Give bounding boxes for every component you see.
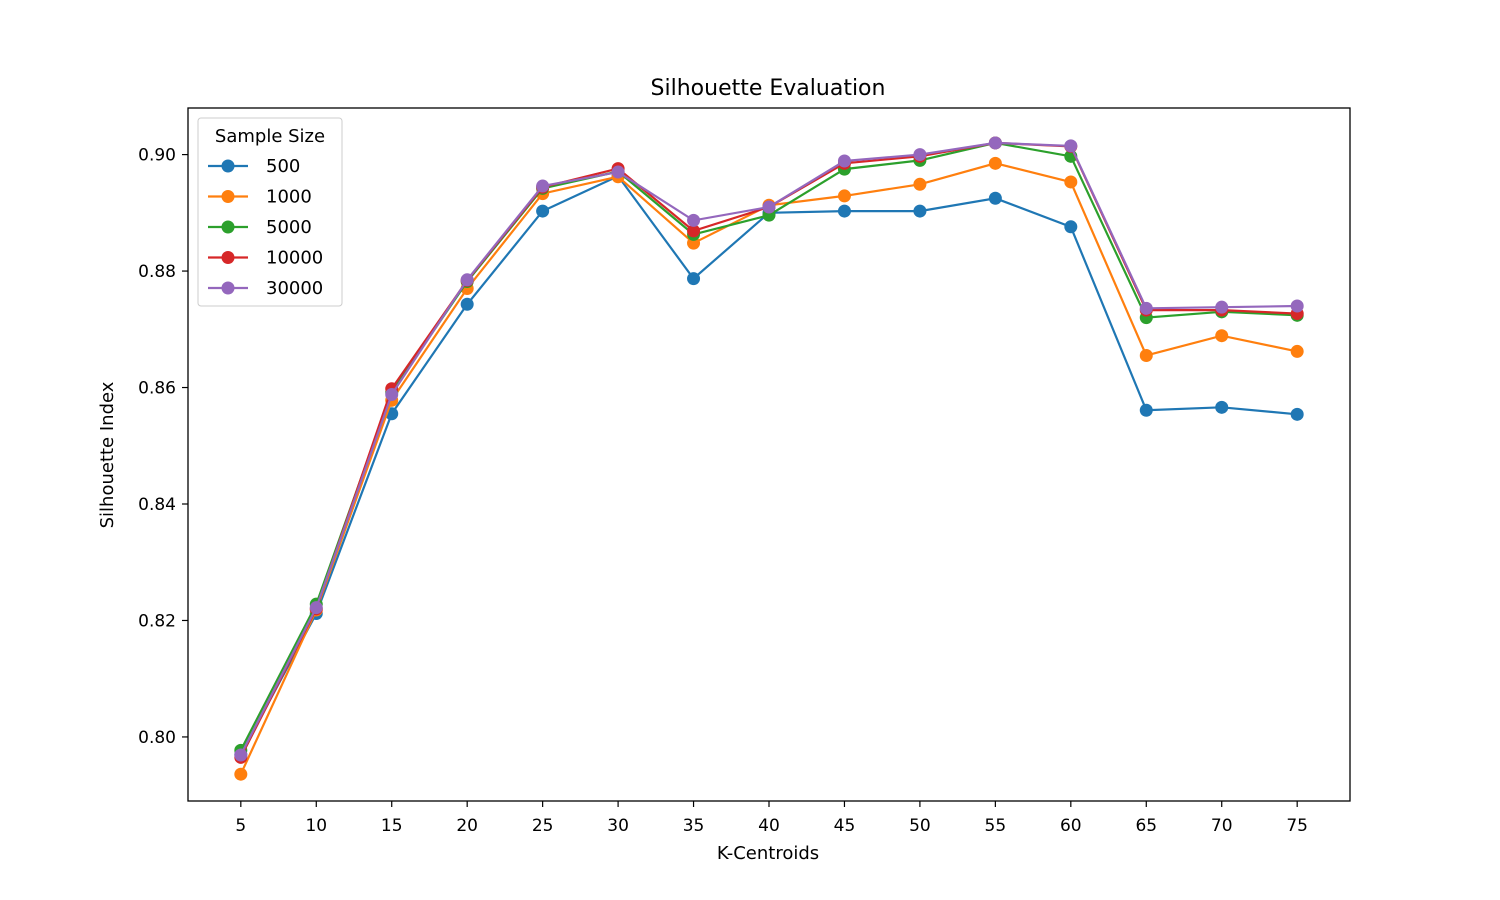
series-1000 (234, 156, 1304, 781)
data-point-1000-65 (1139, 349, 1153, 362)
x-tick-label-60: 60 (1060, 816, 1082, 836)
data-point-30000-65 (1139, 301, 1153, 315)
series-line-10000 (239, 141, 1298, 758)
legend-marker-500 (221, 159, 235, 173)
legend-label-30000: 30000 (266, 278, 323, 299)
data-point-30000-10 (309, 601, 323, 615)
legend-item-1000: 1000 (208, 187, 312, 208)
legend-marker-30000 (221, 281, 235, 295)
data-point-1000-70 (1215, 329, 1229, 343)
x-tick-label-25: 25 (532, 816, 554, 836)
data-point-1000-75 (1290, 344, 1304, 358)
y-tick-label-0.90: 0.90 (138, 146, 176, 166)
data-point-500-45 (837, 204, 851, 218)
x-tick-label-70: 70 (1211, 816, 1233, 836)
x-tick-label-40: 40 (758, 816, 780, 836)
y-axis-label: Silhouette Index (97, 381, 118, 528)
x-tick-label-50: 50 (909, 816, 931, 836)
x-tick-label-5: 5 (235, 816, 246, 836)
y-tick-label-0.86: 0.86 (138, 379, 176, 399)
data-point-30000-70 (1215, 300, 1229, 314)
data-point-500-55 (988, 191, 1002, 205)
data-point-30000-5 (234, 748, 248, 762)
data-point-30000-30 (611, 165, 625, 179)
data-point-1000-45 (837, 189, 851, 203)
series-5000 (234, 136, 1304, 757)
legend-marker-1000 (221, 190, 235, 203)
legend-item-10000: 10000 (208, 248, 323, 269)
chart-title: Silhouette Evaluation (651, 76, 886, 101)
x-tick-label-55: 55 (985, 816, 1007, 836)
legend-title: Sample Size (215, 126, 325, 147)
data-point-30000-40 (762, 200, 776, 214)
series-500 (234, 169, 1304, 761)
legend-label-10000: 10000 (266, 248, 323, 269)
y-tick-label-0.80: 0.80 (138, 728, 176, 748)
legend-item-5000: 5000 (208, 217, 312, 238)
data-point-30000-20 (460, 273, 474, 287)
data-point-500-60 (1064, 220, 1078, 234)
x-tick-label-45: 45 (834, 816, 856, 836)
data-point-30000-75 (1290, 299, 1304, 313)
x-tick-label-75: 75 (1286, 816, 1308, 836)
x-tick-label-20: 20 (456, 816, 478, 836)
data-point-1000-60 (1064, 175, 1078, 189)
data-point-30000-15 (385, 388, 399, 402)
data-point-30000-45 (837, 154, 851, 168)
x-tick-label-30: 30 (607, 816, 629, 836)
x-tick-label-35: 35 (683, 816, 705, 836)
legend: Sample Size 500 1000 5000 10000 30000 (197, 117, 343, 307)
y-tick-label-0.88: 0.88 (138, 262, 176, 282)
series-line-5000 (239, 141, 1298, 751)
x-tick-label-10: 10 (305, 816, 327, 836)
x-tick-label-15: 15 (381, 816, 403, 836)
data-point-1000-55 (988, 156, 1002, 170)
series-line-30000 (239, 141, 1298, 756)
y-tick-label-0.82: 0.82 (138, 611, 176, 631)
legend-label-5000: 5000 (266, 217, 312, 238)
data-point-500-65 (1139, 403, 1153, 417)
x-tick-label-65: 65 (1135, 816, 1157, 836)
data-point-500-70 (1215, 400, 1229, 414)
plot-area (234, 136, 1304, 781)
data-point-500-35 (687, 272, 701, 286)
data-point-30000-50 (913, 148, 927, 162)
data-point-500-50 (913, 204, 927, 218)
data-point-30000-35 (687, 213, 701, 227)
x-axis-label: K-Centroids (717, 843, 819, 864)
legend-item-30000: 30000 (208, 278, 323, 299)
legend-label-500: 500 (266, 156, 300, 177)
data-point-30000-25 (536, 179, 550, 193)
legend-marker-5000 (221, 220, 235, 234)
legend-marker-10000 (221, 251, 235, 264)
legend-label-1000: 1000 (266, 187, 312, 208)
data-point-500-25 (536, 204, 550, 218)
data-point-1000-5 (234, 767, 248, 781)
axes: 5 10 15 20 25 30 35 40 45 50 55 60 65 70 75 0.80 0.82 0.8… (138, 107, 1351, 836)
data-point-500-20 (460, 297, 474, 311)
data-point-30000-55 (988, 136, 1002, 150)
data-point-500-75 (1290, 407, 1304, 421)
legend-item-500: 500 (208, 156, 300, 177)
data-point-1000-50 (913, 177, 927, 191)
series-line-1000 (239, 162, 1298, 775)
data-point-10000-35 (687, 224, 701, 238)
data-point-30000-60 (1064, 139, 1078, 153)
series-10000 (234, 136, 1304, 764)
y-tick-label-0.84: 0.84 (138, 495, 176, 515)
series-line-500 (239, 174, 1298, 755)
series-30000 (234, 136, 1304, 762)
